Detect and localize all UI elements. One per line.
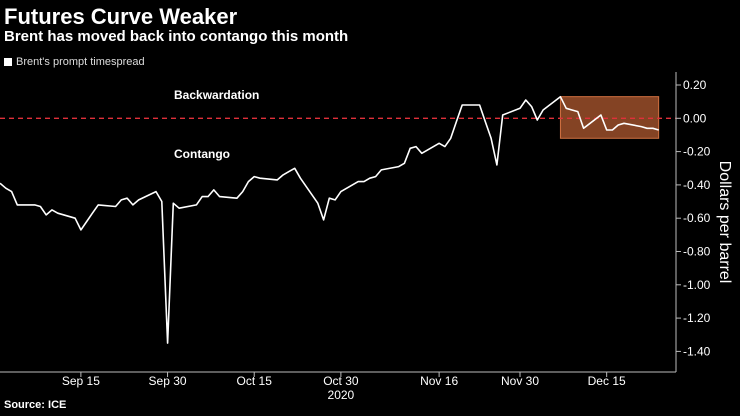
- y-tick-label: 0.00: [683, 111, 707, 125]
- y-tick-label: -0.40: [683, 178, 711, 192]
- x-tick-label: Sep 15: [62, 374, 100, 388]
- y-tick-label: -0.60: [683, 211, 711, 225]
- legend-label: Brent's prompt timespread: [16, 56, 145, 68]
- x-tick-label: Nov 30: [501, 374, 539, 388]
- annotation-layer: Backwardation Contango: [174, 88, 259, 161]
- source-note: Source: ICE: [4, 399, 67, 411]
- y-tick-label: -1.00: [683, 278, 711, 292]
- series-layer: [0, 95, 659, 344]
- y-tick-label: -1.40: [683, 344, 711, 358]
- annotation-backwardation: Backwardation: [174, 88, 259, 102]
- chart-title: Futures Curve Weaker: [4, 4, 238, 29]
- legend: Brent's prompt timespread: [4, 56, 145, 68]
- annotation-contango: Contango: [174, 147, 230, 161]
- highlight-layer: [559, 96, 660, 139]
- x-tick-label: Oct 30: [323, 374, 359, 388]
- y-tick-label: -1.20: [683, 311, 711, 325]
- chart-subtitle: Brent has moved back into contango this …: [4, 28, 349, 45]
- x-tick-label: Nov 16: [420, 374, 458, 388]
- legend-swatch: [4, 58, 12, 66]
- x-axis-label: 2020: [328, 388, 355, 402]
- y-tick-label: 0.20: [683, 78, 707, 92]
- y-tick-label: -0.20: [683, 145, 711, 159]
- x-tick-label: Sep 30: [149, 374, 187, 388]
- axis-layer: 0.20 0.00 -0.20 -0.40 -0.60 -0.80 -1.00 -1.20 -1…: [0, 72, 733, 402]
- x-tick-label: Oct 15: [237, 374, 273, 388]
- y-tick-label: -0.80: [683, 245, 711, 259]
- series-line: [0, 95, 659, 344]
- highlight-box: [559, 96, 660, 139]
- x-tick-label: Dec 15: [588, 374, 626, 388]
- y-axis-label: Dollars per barrel: [716, 161, 733, 284]
